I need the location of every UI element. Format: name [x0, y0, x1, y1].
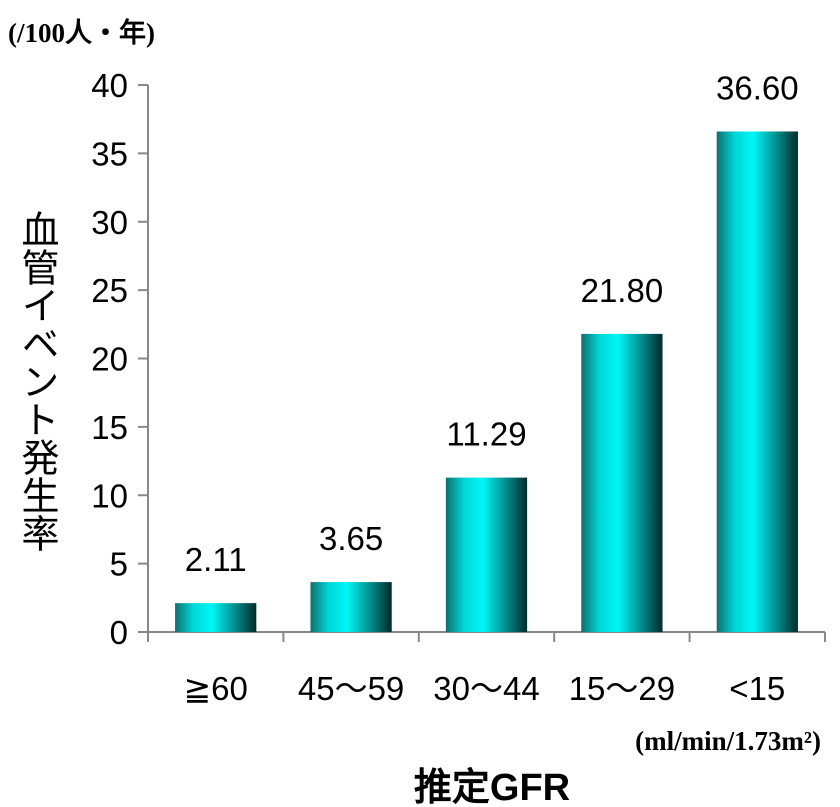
- data-label: 11.29: [446, 416, 526, 453]
- bar: [445, 477, 528, 632]
- y-tick-label: 40: [91, 67, 128, 104]
- y-tick-label: 5: [110, 546, 128, 583]
- x-tick-label: <15: [729, 670, 785, 707]
- y-tick-label: 25: [91, 272, 128, 309]
- y-tick-label: 30: [91, 204, 128, 241]
- value-labels: 2.11 3.65 11.29 21.80 36.60: [185, 69, 799, 578]
- data-label: 36.60: [716, 69, 799, 106]
- data-label: 2.11: [185, 541, 247, 578]
- x-tick-label: ≧60: [184, 670, 248, 707]
- x-axis-label: 推定GFR: [414, 767, 570, 807]
- bars: [175, 131, 798, 632]
- bar: [175, 603, 257, 632]
- y-tick-label: 35: [91, 135, 128, 172]
- category-labels: ≧60 45～59 30～44 15～29 <15: [184, 670, 786, 707]
- unit-label: (/100人・年): [8, 17, 155, 48]
- x-axis: [147, 631, 826, 642]
- bar: [310, 582, 392, 632]
- bar: [581, 333, 663, 632]
- x-axis-unit: (ml/min/1.73m²): [635, 726, 821, 756]
- y-tick-label: 10: [91, 477, 128, 514]
- bar: [716, 131, 798, 632]
- y-axis: 0 5 10 15 20 25 30 35 40: [91, 67, 149, 651]
- data-label: 21.80: [581, 272, 664, 309]
- x-tick-label: 30～44: [433, 670, 539, 707]
- y-tick-label: 0: [110, 614, 128, 651]
- x-tick-label: 15～29: [569, 670, 675, 707]
- y-tick-label: 20: [91, 341, 128, 378]
- data-label: 3.65: [319, 520, 383, 557]
- x-tick-label: 45～59: [298, 670, 404, 707]
- y-tick-label: 15: [91, 409, 128, 446]
- y-axis-label: 血管イベント発生率: [15, 210, 58, 552]
